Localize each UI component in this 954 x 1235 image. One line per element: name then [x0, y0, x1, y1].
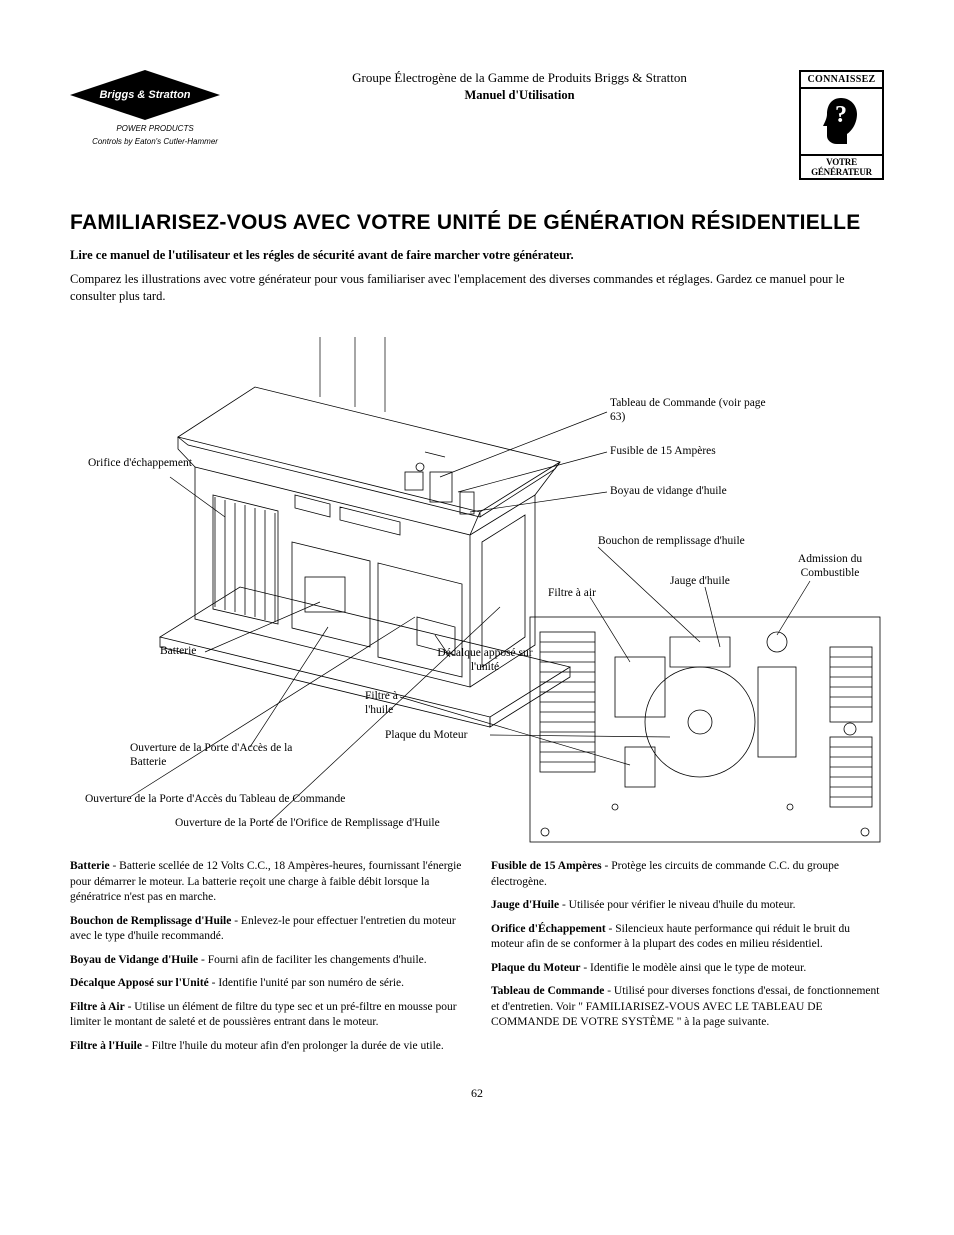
def-text: - Utilisée pour vérifier le niveau d'hui…: [559, 899, 795, 911]
logo-block: Briggs & Stratton POWER PRODUCTS Control…: [70, 70, 240, 146]
def-term: Batterie: [70, 860, 110, 872]
instruction-body: Comparez les illustrations avec votre gé…: [70, 271, 884, 305]
head-question-icon: ?: [819, 94, 864, 149]
def-term: Jauge d'Huile: [491, 899, 559, 911]
def-term: Tableau de Commande: [491, 985, 604, 997]
doc-title-line1: Groupe Électrogène de la Gamme de Produi…: [260, 70, 779, 86]
callout-fuse-15a: Fusible de 15 Ampères: [610, 445, 716, 459]
callout-air-filter: Filtre à air: [548, 587, 596, 601]
callout-control-panel-door: Ouverture de la Porte d'Accès du Tableau…: [85, 793, 345, 807]
def-text: - Utilise un élément de filtre du type s…: [70, 1001, 457, 1029]
def-item: Décalque Apposé sur l'Unité - Identifie …: [70, 976, 463, 992]
badge-top-text: CONNAISSEZ: [801, 72, 882, 89]
page-header: Briggs & Stratton POWER PRODUCTS Control…: [70, 70, 884, 180]
briggs-stratton-logo: Briggs & Stratton: [70, 70, 220, 120]
instruction-bold: Lire ce manuel de l'utilisateur et les r…: [70, 248, 884, 263]
def-term: Décalque Apposé sur l'Unité: [70, 977, 209, 989]
callout-battery: Batterie: [160, 645, 196, 659]
know-your-generator-badge: CONNAISSEZ ? VOTRE GÉNÉRATEUR: [799, 70, 884, 180]
def-item: Tableau de Commande - Utilisé pour diver…: [491, 984, 884, 1031]
badge-bottom-text: VOTRE GÉNÉRATEUR: [801, 154, 882, 178]
callout-fuel-inlet: Admission du Combustible: [780, 553, 880, 581]
def-item: Orifice d'Échappement - Silencieux haute…: [491, 922, 884, 953]
section-title: FAMILIARISEZ-VOUS AVEC VOTRE UNITÉ DE GÉ…: [70, 210, 884, 236]
page-number: 62: [70, 1086, 884, 1101]
def-item: Boyau de Vidange d'Huile - Fourni afin d…: [70, 953, 463, 969]
definitions-columns: Batterie - Batterie scellée de 12 Volts …: [70, 859, 884, 1062]
def-term: Bouchon de Remplissage d'Huile: [70, 915, 231, 927]
callout-battery-door: Ouverture de la Porte d'Accès de la Batt…: [130, 742, 300, 770]
header-center: Groupe Électrogène de la Gamme de Produi…: [240, 70, 799, 103]
def-item: Batterie - Batterie scellée de 12 Volts …: [70, 859, 463, 906]
def-text: - Identifie l'unité par son numéro de sé…: [209, 977, 404, 989]
def-text: - Fourni afin de faciliter les changemen…: [198, 954, 426, 966]
callout-oil-dipstick: Jauge d'huile: [670, 575, 730, 589]
def-text: - Filtre l'huile du moteur afin d'en pro…: [142, 1040, 444, 1052]
def-text: - Identifie le modèle ainsi que le type …: [580, 962, 806, 974]
def-item: Filtre à l'Huile - Filtre l'huile du mot…: [70, 1039, 463, 1055]
callout-unit-decal: Décalque apposé sur l'unité: [430, 647, 540, 675]
def-item: Fusible de 15 Ampères - Protège les circ…: [491, 859, 884, 890]
def-term: Filtre à l'Huile: [70, 1040, 142, 1052]
logo-subtext-2: Controls by Eaton's Cutler-Hammer: [70, 137, 240, 146]
callout-oil-fill-door: Ouverture de la Porte de l'Orifice de Re…: [175, 817, 440, 831]
defs-col-right: Fusible de 15 Ampères - Protège les circ…: [491, 859, 884, 1062]
def-item: Bouchon de Remplissage d'Huile - Enlevez…: [70, 914, 463, 945]
logo-text: Briggs & Stratton: [99, 89, 190, 101]
def-term: Fusible de 15 Ampères: [491, 860, 602, 872]
badge-icon-area: ?: [801, 89, 882, 154]
defs-col-left: Batterie - Batterie scellée de 12 Volts …: [70, 859, 463, 1062]
doc-title-line2: Manuel d'Utilisation: [260, 88, 779, 103]
callout-oil-fill-cap: Bouchon de remplissage d'huile: [598, 535, 745, 549]
callout-oil-drain-hose: Boyau de vidange d'huile: [610, 485, 727, 499]
def-item: Filtre à Air - Utilise un élément de fil…: [70, 1000, 463, 1031]
logo-subtext-1: POWER PRODUCTS: [70, 124, 240, 133]
def-term: Filtre à Air: [70, 1001, 125, 1013]
def-item: Jauge d'Huile - Utilisée pour vérifier l…: [491, 898, 884, 914]
def-term: Boyau de Vidange d'Huile: [70, 954, 198, 966]
def-item: Plaque du Moteur - Identifie le modèle a…: [491, 961, 884, 977]
callout-control-panel: Tableau de Commande (voir page 63): [610, 397, 770, 425]
def-term: Orifice d'Échappement: [491, 923, 606, 935]
callout-oil-filter: Filtre à l'huile: [365, 690, 425, 718]
callout-engine-plate: Plaque du Moteur: [385, 729, 467, 743]
callout-exhaust-outlet: Orifice d'échappement: [88, 457, 198, 471]
def-text: - Batterie scellée de 12 Volts C.C., 18 …: [70, 860, 461, 903]
def-term: Plaque du Moteur: [491, 962, 580, 974]
svg-text:?: ?: [835, 102, 847, 128]
generator-diagram: Tableau de Commande (voir page 63) Fusib…: [70, 317, 884, 847]
